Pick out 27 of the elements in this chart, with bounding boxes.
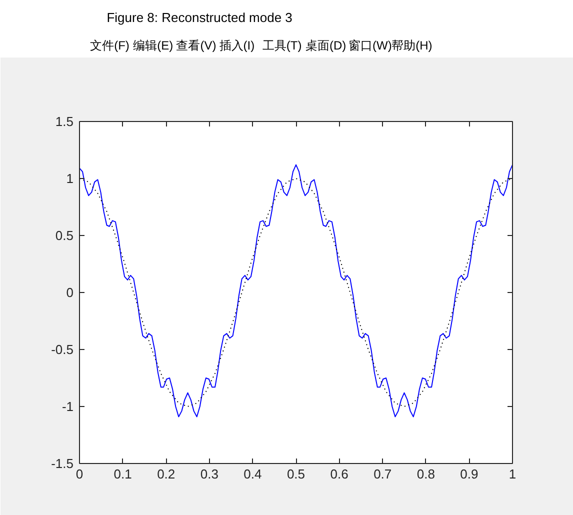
x-tick-label: 0.6 bbox=[330, 466, 348, 482]
x-tick-label: 0.9 bbox=[460, 466, 478, 482]
x-tick-label: 0.7 bbox=[374, 466, 392, 482]
text: 查看(V) bbox=[176, 38, 216, 52]
x-tick-label: 0 bbox=[76, 466, 84, 482]
y-tick-label: 1.5 bbox=[55, 114, 74, 129]
y-tick-label: -1 bbox=[62, 399, 74, 414]
x-tick-label: 0.4 bbox=[244, 466, 262, 482]
x-tick-label: 0.3 bbox=[200, 466, 218, 482]
text: 文件(F) bbox=[90, 38, 130, 52]
x-tick-label: 1 bbox=[508, 466, 516, 482]
y-tick-label: 0.5 bbox=[55, 228, 74, 243]
text: 编辑(E) bbox=[133, 38, 174, 52]
text: 帮助(H) bbox=[392, 38, 432, 52]
x-tick-label: 0.8 bbox=[416, 466, 435, 482]
text: 桌面(D) bbox=[305, 38, 346, 52]
y-tick-label: -1.5 bbox=[51, 456, 74, 471]
x-tick-label: 0.5 bbox=[286, 466, 306, 482]
y-tick-label: -0.5 bbox=[51, 342, 74, 357]
chart-title: Figure 8: Reconstructed mode 3 bbox=[106, 10, 292, 25]
text: 插入(I) bbox=[219, 38, 255, 52]
text: 窗口(W) bbox=[348, 38, 392, 52]
x-tick-label: 0.1 bbox=[114, 466, 132, 482]
x-tick-label: 0.2 bbox=[157, 466, 176, 482]
y-tick-label: 0 bbox=[66, 285, 74, 300]
y-tick-label: 1 bbox=[66, 171, 74, 186]
text: 工具(T) bbox=[262, 38, 302, 52]
